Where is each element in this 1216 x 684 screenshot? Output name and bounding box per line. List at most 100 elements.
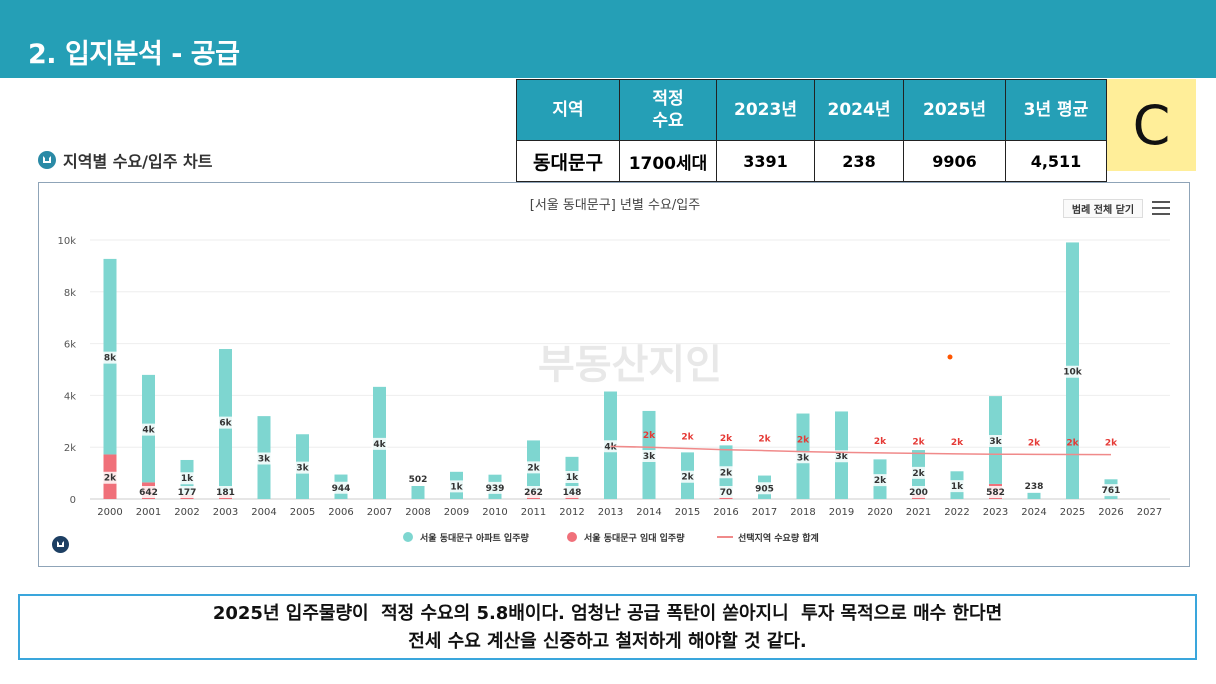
data-label-apartment: 905 bbox=[755, 484, 774, 494]
bar-apartment bbox=[411, 485, 425, 499]
chart-title: [서울 동대문구] 년별 수요/입주 bbox=[530, 198, 700, 213]
demand-label: 2k bbox=[720, 434, 733, 444]
data-label-bg bbox=[833, 450, 850, 463]
x-tick-label: 2013 bbox=[598, 507, 623, 518]
x-tick-label: 2001 bbox=[136, 507, 161, 518]
data-label-bg bbox=[984, 486, 1007, 498]
data-label-bg bbox=[564, 471, 580, 484]
data-label-bg bbox=[522, 486, 545, 498]
cell-2025: 9906 bbox=[903, 140, 1006, 182]
x-tick-label: 2003 bbox=[213, 507, 238, 518]
data-label-apartment: 4k bbox=[604, 442, 617, 452]
page-title: 2. 입지분석 - 공급 bbox=[28, 39, 240, 70]
data-label-bg bbox=[641, 449, 657, 462]
data-label-apartment: 2k bbox=[912, 469, 925, 479]
legend-close-all-button[interactable]: 범례 전체 닫기 bbox=[1063, 199, 1143, 218]
data-label-bg bbox=[602, 440, 619, 453]
conclusion-line-1: 2025년 입주물량이 적정 수요의 5.8배이다. 엄청난 공급 폭탄이 쏟아… bbox=[212, 603, 1003, 624]
data-label-apartment: 939 bbox=[486, 484, 505, 494]
data-label-bg bbox=[561, 486, 583, 498]
y-tick-label: 2k bbox=[64, 443, 76, 454]
data-label-apartment: 2k bbox=[681, 473, 694, 483]
data-label-apartment: 4k bbox=[142, 426, 155, 436]
x-tick-label: 2016 bbox=[713, 507, 738, 518]
data-label-apartment: 944 bbox=[332, 484, 351, 494]
cell-region: 동대문구 bbox=[516, 140, 620, 182]
brand-logo-icon bbox=[52, 536, 69, 553]
data-label-bg bbox=[1061, 365, 1084, 378]
data-label-apartment: 3k bbox=[835, 452, 848, 462]
x-tick-label: 2008 bbox=[405, 507, 430, 518]
data-label-bg bbox=[679, 470, 696, 483]
x-tick-label: 2027 bbox=[1137, 507, 1162, 518]
header-2024: 2024년 bbox=[814, 79, 904, 141]
data-label-apartment: 1k bbox=[951, 482, 964, 492]
header-region-label: 지역 bbox=[552, 100, 584, 120]
data-label-bg bbox=[371, 437, 388, 450]
x-tick-label: 2004 bbox=[251, 507, 276, 518]
data-label-apartment: 2k bbox=[874, 476, 887, 486]
cell-average: 4,511 bbox=[1005, 140, 1107, 182]
header-demand-label: 적정 수요 bbox=[652, 89, 684, 131]
cell-2023: 3391 bbox=[716, 140, 815, 182]
data-label-apartment: 2k bbox=[720, 468, 733, 478]
data-label-rental: 70 bbox=[720, 488, 733, 498]
data-label-apartment: 3k bbox=[989, 437, 1002, 447]
header-2024-label: 2024년 bbox=[827, 100, 891, 120]
header-2025: 2025년 bbox=[903, 79, 1006, 141]
data-label-apartment: 3k bbox=[797, 453, 810, 463]
summary-header-row: 지역 적정 수요 2023년 2024년 2025년 3년 평균 bbox=[516, 79, 1107, 141]
x-tick-label: 2015 bbox=[675, 507, 700, 518]
x-tick-label: 2006 bbox=[328, 507, 353, 518]
data-label-bg bbox=[872, 474, 888, 487]
x-tick-label: 2010 bbox=[482, 507, 507, 518]
data-label-apartment: 6k bbox=[219, 419, 232, 429]
y-tick-label: 10k bbox=[57, 236, 76, 247]
demand-label: 2k bbox=[912, 437, 925, 447]
x-tick-label: 2002 bbox=[174, 507, 199, 518]
data-label-rental: 262 bbox=[524, 488, 543, 498]
data-label-bg bbox=[525, 461, 542, 474]
x-tick-label: 2024 bbox=[1021, 507, 1046, 518]
data-label-apartment: 4k bbox=[373, 440, 386, 450]
header-average-label: 3년 평균 bbox=[1023, 100, 1089, 120]
data-label-bg bbox=[256, 452, 272, 465]
x-tick-label: 2012 bbox=[559, 507, 584, 518]
grade-label: C bbox=[1132, 93, 1171, 157]
bar-apartment bbox=[1027, 492, 1041, 499]
cell-2024: 238 bbox=[814, 140, 904, 182]
legend-label-apartment: 서울 동대문구 아파트 입주량 bbox=[420, 532, 529, 544]
data-label-bg bbox=[987, 435, 1004, 448]
demand-label: 2k bbox=[874, 437, 887, 447]
data-label-bg bbox=[214, 486, 237, 498]
legend-swatch-apartment bbox=[403, 532, 413, 542]
data-label-rental: 2k bbox=[104, 474, 117, 484]
data-label-rental: 181 bbox=[216, 488, 235, 498]
header-region: 지역 bbox=[516, 79, 620, 141]
data-label-apartment: 1k bbox=[181, 474, 194, 484]
data-label-apartment: 761 bbox=[1102, 486, 1121, 496]
data-label-bg bbox=[217, 416, 234, 429]
data-label-bg bbox=[1023, 479, 1045, 492]
data-label-bg bbox=[330, 481, 352, 494]
data-label-apartment: 2k bbox=[527, 463, 540, 473]
data-label-apartment: 1k bbox=[566, 473, 579, 483]
data-label-bg bbox=[179, 472, 195, 485]
data-label-apartment: 1k bbox=[450, 482, 463, 492]
cell-demand: 1700세대 bbox=[619, 140, 717, 182]
x-tick-label: 2022 bbox=[944, 507, 969, 518]
demand-label: 2k bbox=[797, 436, 810, 446]
data-label-bg bbox=[102, 471, 118, 484]
hamburger-menu-icon[interactable] bbox=[1152, 201, 1170, 215]
data-label-apartment: 502 bbox=[409, 475, 428, 485]
header-demand: 적정 수요 bbox=[619, 79, 717, 141]
data-label-apartment: 3k bbox=[258, 455, 271, 465]
grade-badge: C bbox=[1107, 79, 1196, 171]
data-label-apartment: 10k bbox=[1063, 368, 1083, 378]
section-title-label: 지역별 수요/입주 차트 bbox=[63, 152, 213, 171]
x-tick-label: 2014 bbox=[636, 507, 661, 518]
watermark-text: 부동산지인 bbox=[538, 342, 722, 388]
data-label-bg bbox=[484, 481, 506, 494]
data-label-bg bbox=[718, 486, 734, 498]
data-label-bg bbox=[795, 451, 811, 464]
